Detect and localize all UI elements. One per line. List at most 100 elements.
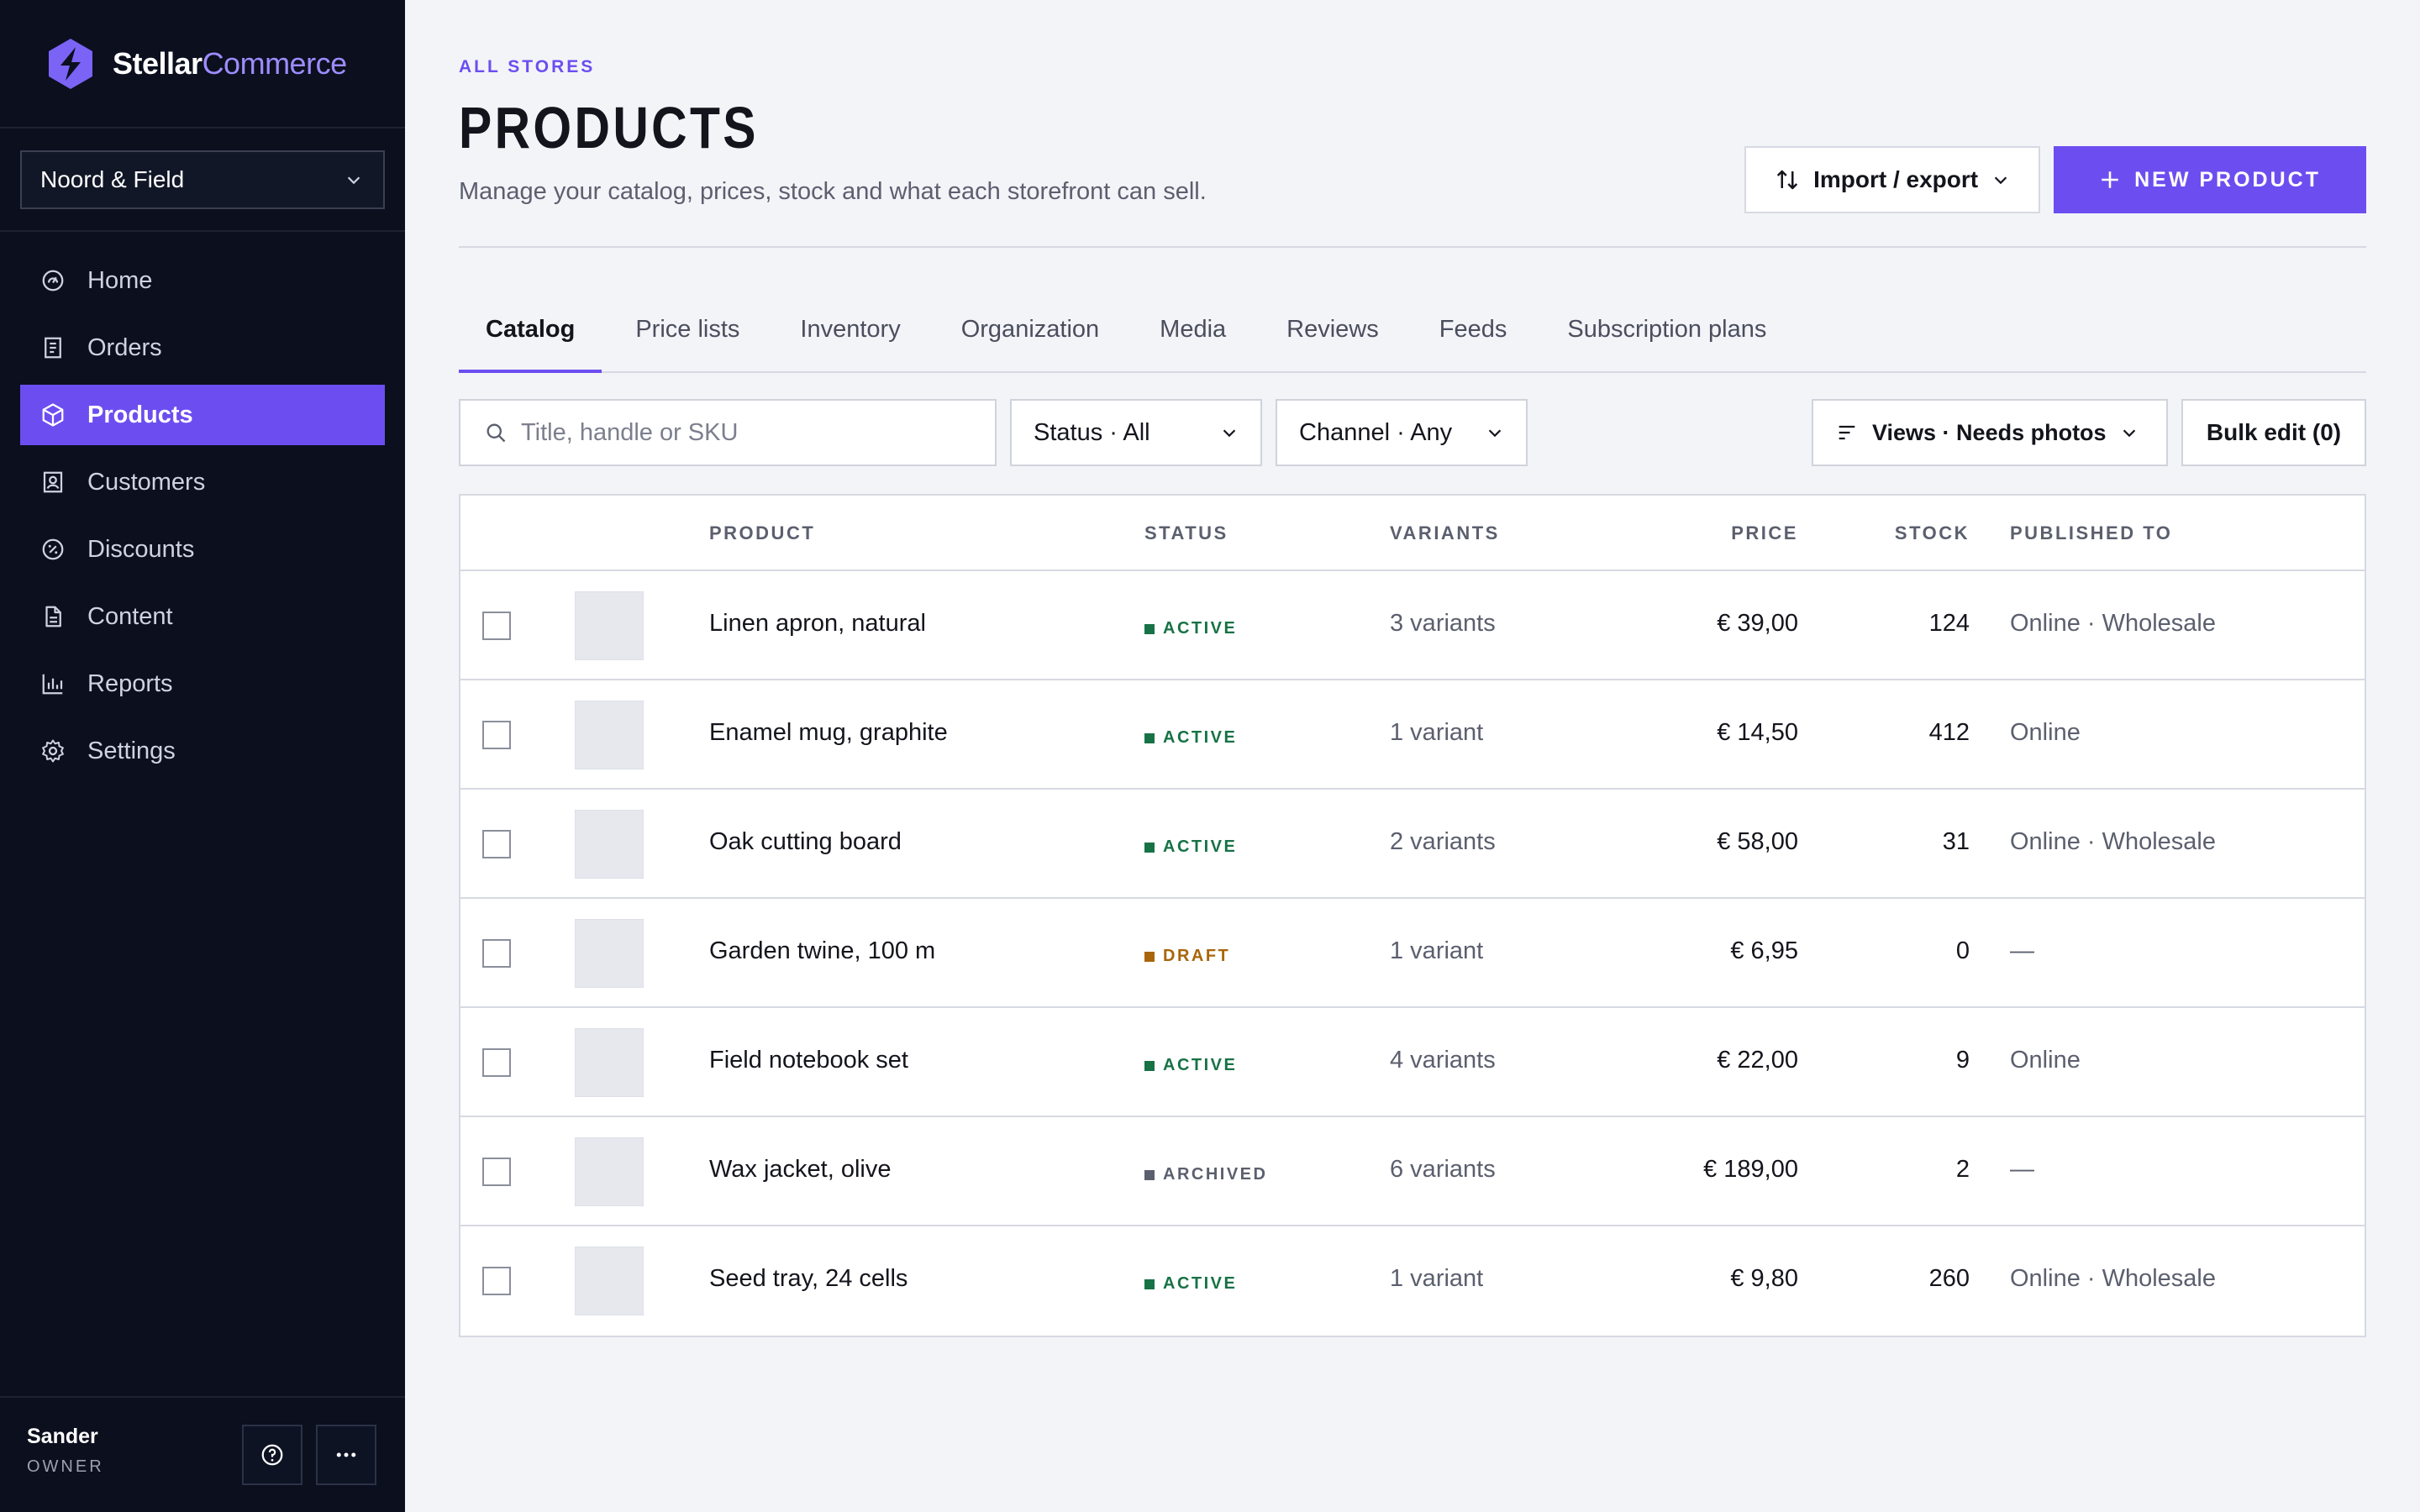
user-name: Sander xyxy=(27,1425,98,1448)
product-thumbnail[interactable] xyxy=(575,1247,644,1315)
stock-count: 31 xyxy=(1942,828,1970,855)
nav-item-reports[interactable]: Reports xyxy=(20,654,385,714)
tab-inventory[interactable]: Inventory xyxy=(800,316,901,343)
plus-icon xyxy=(2102,171,2118,188)
status-label: DRAFT xyxy=(1163,947,1231,965)
import-export-label: Import / export xyxy=(1813,166,1979,192)
row-checkbox[interactable] xyxy=(482,830,511,858)
search-input[interactable] xyxy=(521,418,992,447)
logo-icon xyxy=(49,38,92,89)
column-header-stock[interactable]: STOCK xyxy=(1894,522,1970,543)
product-name[interactable]: Enamel mug, graphite xyxy=(709,719,948,746)
products-table: PRODUCT STATUS VARIANTS PRICE STOCK PUBL… xyxy=(459,494,2366,1337)
published-channels: Online xyxy=(2010,1047,2081,1074)
breadcrumb[interactable]: ALL STORES xyxy=(459,57,596,76)
tab-media[interactable]: Media xyxy=(1160,316,1227,343)
status-badge: ACTIVE xyxy=(1144,619,1237,638)
swap-vertical-icon xyxy=(1776,170,1798,190)
table-row[interactable]: Field notebook set ACTIVE 4 variants € 22,0… xyxy=(460,1008,2365,1117)
nav-label-discounts: Discounts xyxy=(87,535,195,563)
discount-icon xyxy=(42,538,64,560)
product-price: € 39,00 xyxy=(1717,610,1798,637)
product-name[interactable]: Field notebook set xyxy=(709,1047,908,1074)
table-row[interactable]: Oak cutting board ACTIVE 2 variants € 58,00… xyxy=(460,790,2365,899)
status-badge: ACTIVE xyxy=(1144,728,1237,748)
tab-price-lists[interactable]: Price lists xyxy=(635,316,740,343)
header-actions: Import / export NEW PRODUCT xyxy=(1744,146,2366,213)
stock-count: 0 xyxy=(1955,937,1970,964)
row-checkbox[interactable] xyxy=(482,612,511,640)
product-name[interactable]: Seed tray, 24 cells xyxy=(709,1265,908,1292)
row-checkbox[interactable] xyxy=(482,1048,511,1077)
nav-item-discounts[interactable]: Discounts xyxy=(20,519,385,580)
table-row[interactable]: Seed tray, 24 cells ACTIVE 1 variant € 9,80… xyxy=(460,1226,2365,1336)
tab-feeds[interactable]: Feeds xyxy=(1439,316,1507,343)
filter-lines-icon xyxy=(1839,425,1855,440)
published-channels: — xyxy=(2010,1156,2034,1183)
column-header-status[interactable]: STATUS xyxy=(1144,522,1228,543)
tab-organization[interactable]: Organization xyxy=(960,316,1100,343)
published-channels: Online · Wholesale xyxy=(2010,610,2216,637)
nav-item-orders[interactable]: Orders xyxy=(20,318,385,378)
table-row[interactable]: Enamel mug, graphite ACTIVE 1 variant € 14,… xyxy=(460,680,2365,790)
tab-catalog[interactable]: Catalog xyxy=(459,301,602,373)
search-field[interactable] xyxy=(459,399,997,466)
status-badge: DRAFT xyxy=(1144,947,1230,966)
table-row[interactable]: Garden twine, 100 m DRAFT 1 variant € 6,95 0… xyxy=(460,899,2365,1008)
row-checkbox[interactable] xyxy=(482,1158,511,1186)
table-header: PRODUCT STATUS VARIANTS PRICE STOCK PUBL… xyxy=(460,496,2365,571)
tab-subscription-plans[interactable]: Subscription plans xyxy=(1567,316,1767,343)
product-thumbnail[interactable] xyxy=(575,810,644,879)
column-header-product[interactable]: PRODUCT xyxy=(709,522,816,543)
product-name[interactable]: Wax jacket, olive xyxy=(709,1156,892,1183)
nav-item-products[interactable]: Products xyxy=(20,385,385,445)
nav-item-home[interactable]: Home xyxy=(20,250,385,311)
variant-count: 1 variant xyxy=(1390,937,1484,964)
variant-count: 1 variant xyxy=(1390,1265,1484,1292)
variant-count: 3 variants xyxy=(1390,610,1496,637)
status-filter-value: Status · All xyxy=(1034,418,1150,446)
product-name[interactable]: Linen apron, natural xyxy=(709,610,926,637)
nav-item-content[interactable]: Content xyxy=(20,586,385,647)
sidebar: StellarCommerce Noord & Field Home Order… xyxy=(0,0,405,1512)
brand-name-part1: Stellar xyxy=(113,45,203,81)
product-thumbnail[interactable] xyxy=(575,919,644,988)
new-product-button[interactable]: NEW PRODUCT xyxy=(2054,146,2366,213)
column-header-variants[interactable]: VARIANTS xyxy=(1390,522,1500,543)
row-checkbox[interactable] xyxy=(482,1267,511,1295)
row-checkbox[interactable] xyxy=(482,939,511,968)
product-thumbnail[interactable] xyxy=(575,591,644,660)
more-button[interactable] xyxy=(316,1425,376,1485)
product-name[interactable]: Oak cutting board xyxy=(709,828,902,855)
page-subtitle: Manage your catalog, prices, stock and w… xyxy=(459,178,1207,205)
channel-filter[interactable]: Channel · Any xyxy=(1276,399,1528,466)
filter-bar: Status · All Channel · Any Views · Needs… xyxy=(459,399,2366,466)
import-export-button[interactable]: Import / export xyxy=(1744,146,2041,213)
store-selector[interactable]: Noord & Field xyxy=(20,150,385,209)
status-label: ACTIVE xyxy=(1163,619,1238,638)
store-selector-wrap: Noord & Field xyxy=(0,129,405,232)
tab-reviews[interactable]: Reviews xyxy=(1286,316,1379,343)
table-row[interactable]: Linen apron, natural ACTIVE 3 variants € 39… xyxy=(460,571,2365,680)
product-price: € 58,00 xyxy=(1717,828,1798,855)
table-body: Linen apron, natural ACTIVE 3 variants € 39… xyxy=(460,571,2365,1336)
product-thumbnail[interactable] xyxy=(575,1028,644,1097)
bulk-edit-button[interactable]: Bulk edit (0) xyxy=(2181,399,2366,466)
status-badge: ACTIVE xyxy=(1144,1056,1237,1075)
nav-item-customers[interactable]: Customers xyxy=(20,452,385,512)
product-name[interactable]: Garden twine, 100 m xyxy=(709,937,936,964)
status-filter[interactable]: Status · All xyxy=(1010,399,1262,466)
nav-item-settings[interactable]: Settings xyxy=(20,721,385,781)
stock-count: 260 xyxy=(1928,1265,1970,1292)
status-dot xyxy=(1144,623,1155,634)
row-checkbox[interactable] xyxy=(482,721,511,749)
views-dropdown[interactable]: Views · Needs photos xyxy=(1812,399,2168,466)
column-header-price[interactable]: PRICE xyxy=(1731,522,1798,543)
column-header-published[interactable]: PUBLISHED TO xyxy=(2010,522,2173,543)
product-thumbnail[interactable] xyxy=(575,701,644,769)
help-button[interactable] xyxy=(242,1425,302,1485)
status-dot xyxy=(1144,732,1155,743)
product-thumbnail[interactable] xyxy=(575,1137,644,1206)
brand[interactable]: StellarCommerce xyxy=(0,0,405,129)
table-row[interactable]: Wax jacket, olive ARCHIVED 6 variants € 189… xyxy=(460,1117,2365,1226)
